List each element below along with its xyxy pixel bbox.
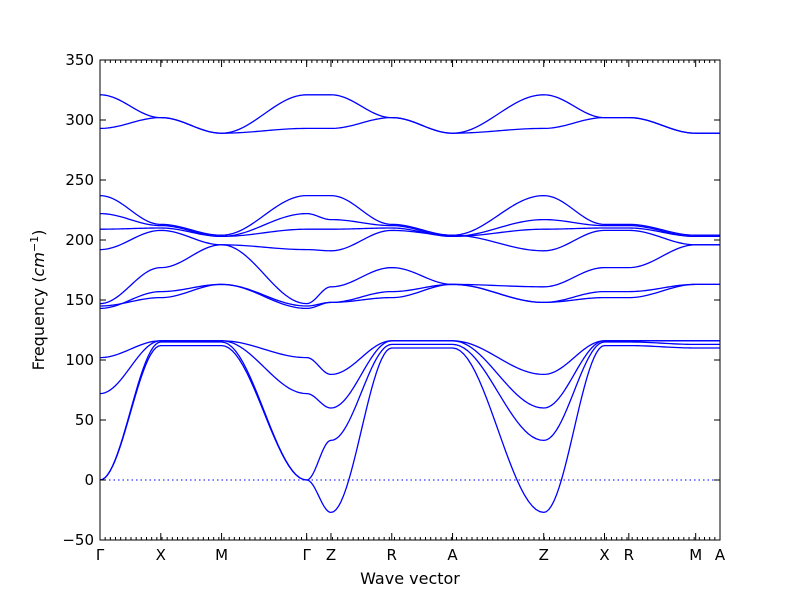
y-tick-label: 150 xyxy=(65,291,94,309)
x-tick-label: Γ xyxy=(96,546,105,564)
phonon-band-3 xyxy=(99,340,720,409)
x-tick-label: Z xyxy=(326,546,336,564)
x-tick-label: Γ xyxy=(302,546,311,564)
phonon-band-13 xyxy=(99,94,720,134)
phonon-band-7 xyxy=(99,244,720,305)
phonon-band-5 xyxy=(99,283,720,310)
phonon-band-1 xyxy=(99,344,720,514)
y-tick-label: 200 xyxy=(65,231,94,249)
x-tick-label: M xyxy=(215,546,228,564)
phonon-band-9 xyxy=(99,227,720,238)
x-axis-label: Wave vector xyxy=(360,569,460,588)
phonon-band-8 xyxy=(99,229,720,252)
y-tick-label: 350 xyxy=(65,51,94,69)
x-tick-label: R xyxy=(387,546,397,564)
y-tick-label: −50 xyxy=(62,531,94,549)
phonon-band-10 xyxy=(99,212,720,238)
y-tick-label: 100 xyxy=(65,351,94,369)
x-tick-label: X xyxy=(599,546,609,564)
plot-frame xyxy=(99,59,721,541)
y-tick-label: 50 xyxy=(75,411,94,429)
y-tick-label: 250 xyxy=(65,171,94,189)
x-tick-label: X xyxy=(156,546,166,564)
y-axis-label: Frequency (cm−1) xyxy=(28,230,48,371)
y-tick-label: 0 xyxy=(84,471,94,489)
phonon-band-6 xyxy=(99,283,720,307)
phonon-band-12 xyxy=(99,116,720,134)
y-tick-label: 300 xyxy=(65,111,94,129)
x-tick-label: Z xyxy=(539,546,549,564)
x-tick-label: A xyxy=(715,546,726,564)
x-tick-label: M xyxy=(689,546,702,564)
phonon-band-11 xyxy=(99,194,720,236)
phonon-band-4 xyxy=(99,340,720,376)
phonon-band-2 xyxy=(99,341,720,481)
x-tick-label: R xyxy=(624,546,634,564)
x-tick-label: A xyxy=(447,546,458,564)
